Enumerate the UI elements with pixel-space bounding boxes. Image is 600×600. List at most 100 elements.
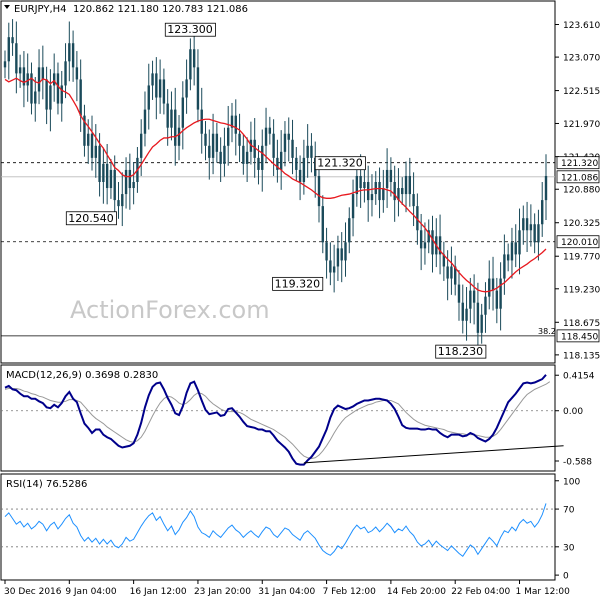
watermark: ActionForex.com [70,296,270,324]
candle-body [355,175,359,195]
rsi-line [4,503,547,557]
candle-body [427,230,430,243]
candle-body [151,73,154,86]
candle-body [105,163,109,189]
candle-body [257,157,260,170]
candle-body [64,61,67,86]
rsi-tick-label: 30 [563,543,575,553]
y-tick-label: 119.770 [563,253,600,263]
candle-body [465,308,468,321]
candle-body [344,242,347,261]
candle-body [185,79,188,98]
candle-body [363,182,366,189]
level-value-label: 118.450 [561,332,598,342]
candle-body [170,109,173,128]
candle-body [56,73,60,104]
candle-body [370,194,374,201]
candle-body [83,115,86,146]
candle-body [234,115,237,134]
candle-body [41,67,45,80]
candle-body [230,115,234,128]
rsi-tick-label: 70 [563,506,575,516]
candle-body [302,157,306,182]
candle-body [102,163,105,182]
candle-body [26,73,29,86]
macd-trendline [303,445,564,464]
candle-body [3,61,7,68]
candle-body [261,145,264,170]
candle-body [340,248,343,261]
rsi-panel-frame [0,473,556,581]
candle-body [503,254,506,279]
candle-body [121,194,124,207]
candle-body [359,175,362,189]
candle-body [332,266,336,273]
x-tick-label: 23 Jan 20:00 [194,587,251,597]
x-tick-label: 31 Jan 04:00 [258,587,315,597]
level-value-box [556,329,600,343]
last-price-box [556,170,600,184]
candle-body [306,145,309,158]
candle-body [45,79,48,110]
ohlc-values: 120.862 121.180 120.783 121.086 [73,4,248,15]
candle-body [204,133,207,146]
candle-body [401,188,404,195]
x-tick-label: 14 Feb 20:00 [387,587,446,597]
candle-body [454,266,457,285]
candle-body [457,284,461,303]
candle-body [325,242,328,261]
candle-body [189,49,192,80]
candle-body [113,169,116,201]
candle-body [238,133,241,146]
candle-body [310,145,313,158]
candle-body [139,133,143,158]
macd-series-layer [1,374,564,466]
price-annotation-box [164,22,216,37]
candle-body [124,169,128,195]
candle-body [109,169,113,189]
candle-body [419,230,423,249]
candle-body [438,236,442,255]
y-tick-label: 123.070 [563,54,600,64]
candle-body [34,91,37,104]
level-value-label: 121.320 [561,159,598,169]
candle-body [166,103,169,128]
y-tick-label: 120.325 [563,219,600,229]
candle-body [128,169,132,189]
candle-body [132,182,135,189]
price-annotation-box [272,276,324,291]
price-annotation-label: 118.230 [438,345,484,358]
candle-body [469,290,472,309]
candle-body [211,133,215,158]
macd-tick-label: -0.588 [563,457,592,467]
candle-body [506,254,510,261]
candle-body [389,169,393,182]
candle-body [295,157,298,170]
candle-body [484,296,487,315]
x-tick-label: 7 Feb 12:00 [323,587,377,597]
candle-body [196,67,200,110]
candle-body [393,182,396,201]
candle-body [480,314,483,333]
candle-body [276,157,279,170]
candle-body [268,127,272,134]
candle-body [423,242,427,249]
candle-body [514,242,517,255]
price-annotation-box [435,344,487,359]
price-series-layer: 123.300 120.540 121.320 119.320 118.230 38.2 [1,19,556,359]
candle-body [533,224,536,243]
candle-body [181,97,185,128]
price-annotation-label: 119.320 [275,277,321,290]
rsi-label: RSI(14) 76.5286 [6,479,87,490]
candle-body [382,188,385,201]
candle-body [177,127,181,146]
candle-body [279,151,283,170]
last-price-label: 121.086 [561,173,598,183]
candle-body [537,224,540,243]
candle-body [223,145,226,164]
candle-body [15,43,18,74]
y-tick-label: 122.515 [563,87,600,97]
candle-body [385,169,389,189]
candle-body [283,133,287,152]
